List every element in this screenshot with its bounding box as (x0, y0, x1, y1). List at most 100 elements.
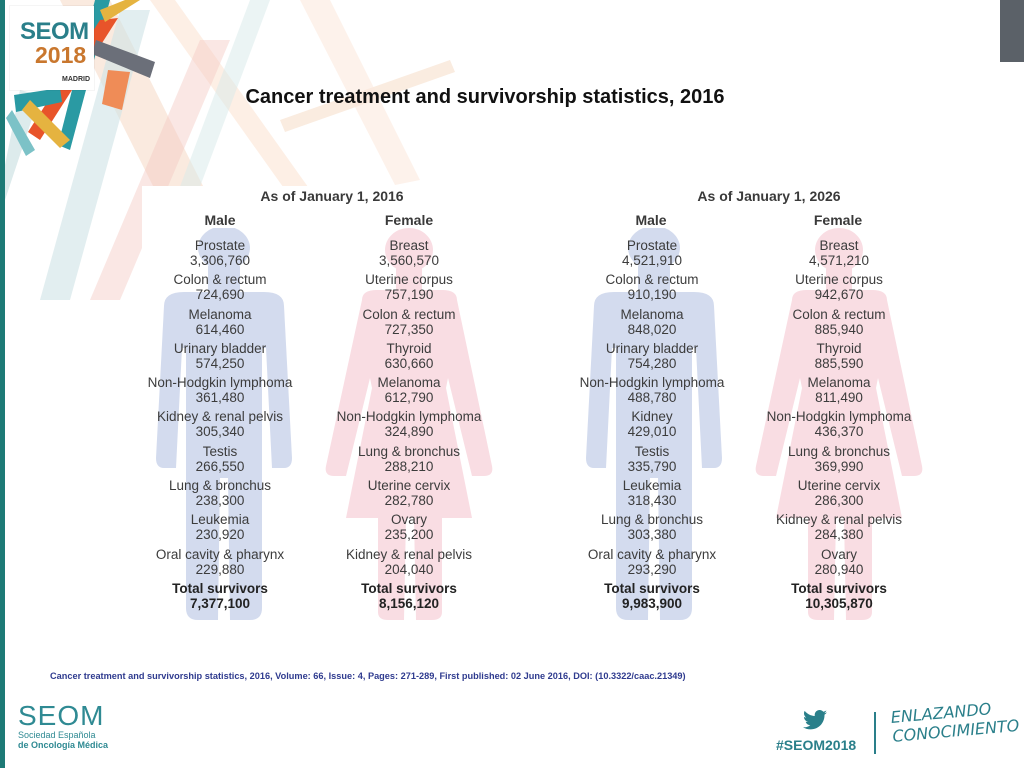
panel-2026-female-heading: Female (813, 212, 863, 228)
cancer-site-name: Lung & bronchus (600, 512, 704, 528)
list-item: Lung & bronchus 238,300 (130, 478, 310, 512)
cancer-site-name: Ovary (390, 512, 427, 528)
survivor-count: 369,990 (814, 458, 864, 474)
survivor-count: 318,430 (627, 493, 677, 509)
cancer-site-name: Uterine corpus (365, 272, 453, 288)
survivor-count: 885,940 (814, 321, 864, 337)
survivor-count: 229,880 (195, 561, 245, 577)
survivor-count: 266,550 (195, 458, 245, 474)
survivor-count: 4,521,910 (621, 253, 683, 268)
male-silhouette-2016 (144, 228, 304, 624)
total-survivors: Total survivors 9,983,900 (562, 581, 742, 615)
survivorship-infographic: As of January 1, 2016 As of January 1, 2… (142, 186, 968, 626)
survivor-count: 280,940 (814, 561, 864, 577)
survivor-count: 3,560,570 (378, 253, 440, 268)
slogan: ENLAZANDO CONOCIMIENTO (890, 697, 1020, 746)
seom-2018-logo: SEOM 2018 MADRID (10, 6, 94, 90)
list-item: Lung & bronchus 303,380 (562, 512, 742, 546)
panel-2026-heading: As of January 1, 2026 (697, 188, 841, 204)
list-item: Colon & rectum 727,350 (319, 307, 499, 341)
cancer-site-name: Breast (389, 238, 429, 253)
list-item: Melanoma 612,790 (319, 375, 499, 409)
list-item: Oral cavity & pharynx 293,290 (562, 547, 742, 581)
seom-subtitle-line2: de Oncología Médica (18, 740, 109, 750)
list-item: Lung & bronchus 288,210 (319, 444, 499, 478)
cancer-site-name: Lung & bronchus (168, 478, 272, 494)
survivor-count: 614,460 (195, 321, 245, 337)
cancer-site-name: Kidney & renal pelvis (775, 512, 903, 528)
list-item: Kidney 429,010 (562, 409, 742, 443)
cancer-site-name: Leukemia (190, 512, 250, 528)
list-item: Oral cavity & pharynx 229,880 (130, 547, 310, 581)
cancer-site-name: Non-Hodgkin lymphoma (579, 375, 725, 391)
cancer-site-name: Ovary (820, 546, 857, 562)
list-item: Testis 266,550 (130, 444, 310, 478)
seom-subtitle-line1: Sociedad Española (18, 730, 96, 740)
list-item: Colon & rectum 885,940 (749, 307, 929, 341)
survivor-count: 885,590 (814, 355, 864, 371)
cancer-site-name: Thyroid (816, 340, 862, 356)
total-survivors: Total survivors 7,377,100 (130, 581, 310, 615)
total-label: Total survivors (604, 580, 700, 596)
cancer-site-name: Melanoma (620, 306, 684, 322)
cancer-site-name: Prostate (626, 238, 678, 253)
list-2026-female: Breast 4,571,210 Uterine corpus 942,670 Colo… (749, 238, 929, 615)
list-item: Non-Hodgkin lymphoma 488,780 (562, 375, 742, 409)
cancer-site-name: Testis (634, 443, 670, 459)
survivor-count: 230,920 (195, 527, 245, 543)
list-item: Colon & rectum 910,190 (562, 272, 742, 306)
survivor-count: 612,790 (384, 390, 434, 406)
survivor-count: 754,280 (627, 355, 677, 371)
logo-brand: SEOM (20, 18, 89, 45)
cancer-site-name: Non-Hodgkin lymphoma (766, 409, 912, 425)
total-survivors: Total survivors 8,156,120 (319, 581, 499, 615)
cancer-site-name: Lung & bronchus (357, 443, 461, 459)
survivor-count: 574,250 (195, 355, 245, 371)
total-label: Total survivors (172, 580, 268, 596)
total-label: Total survivors (791, 580, 887, 596)
list-item: Leukemia 318,430 (562, 478, 742, 512)
list-item: Lung & bronchus 369,990 (749, 444, 929, 478)
list-item: Kidney & renal pelvis 204,040 (319, 547, 499, 581)
survivor-count: 811,490 (815, 390, 863, 406)
list-item: Prostate 4,521,910 (562, 238, 742, 272)
list-item: Leukemia 230,920 (130, 512, 310, 546)
cancer-site-name: Leukemia (622, 478, 682, 494)
list-item: Kidney & renal pelvis 284,380 (749, 512, 929, 546)
list-item: Prostate 3,306,760 (130, 238, 310, 272)
survivor-count: 284,380 (814, 527, 864, 543)
hashtag-link[interactable]: #SEOM2018 (776, 737, 857, 753)
cancer-site-name: Urinary bladder (605, 340, 699, 356)
list-item: Ovary 235,200 (319, 512, 499, 546)
cancer-site-name: Colon & rectum (173, 272, 267, 288)
list-2016-female: Breast 3,560,570 Uterine corpus 757,190 Colo… (319, 238, 499, 615)
cancer-site-name: Non-Hodgkin lymphoma (336, 409, 482, 425)
seom-footer-logo: SEOM Sociedad Española de Oncología Médi… (18, 702, 109, 751)
list-item: Kidney & renal pelvis 305,340 (130, 409, 310, 443)
survivor-count: 305,340 (195, 424, 245, 440)
slide-title: Cancer treatment and survivorship statis… (245, 86, 725, 108)
list-item: Breast 3,560,570 (319, 238, 499, 272)
survivor-count: 324,890 (384, 424, 434, 440)
cancer-site-name: Uterine cervix (367, 478, 451, 494)
cancer-site-name: Testis (202, 443, 238, 459)
list-item: Melanoma 848,020 (562, 307, 742, 341)
list-item: Non-Hodgkin lymphoma 436,370 (749, 409, 929, 443)
twitter-icon[interactable] (803, 710, 827, 730)
cancer-site-name: Prostate (194, 238, 246, 253)
survivor-count: 429,010 (627, 424, 677, 440)
survivor-count: 335,790 (627, 458, 677, 474)
logo-year: 2018 (35, 42, 87, 68)
list-2016-male: Prostate 3,306,760 Colon & rectum 724,690 Me… (130, 238, 310, 615)
cancer-site-name: Colon & rectum (792, 306, 886, 322)
cancer-site-name: Melanoma (188, 306, 252, 322)
cancer-site-name: Uterine cervix (797, 478, 881, 494)
survivor-count: 757,190 (384, 287, 434, 303)
list-item: Uterine cervix 286,300 (749, 478, 929, 512)
survivor-count: 4,571,210 (808, 253, 870, 268)
list-item: Melanoma 614,460 (130, 307, 310, 341)
list-item: Urinary bladder 574,250 (130, 341, 310, 375)
panel-2016-male-heading: Male (204, 212, 236, 228)
cancer-site-name: Kidney & renal pelvis (156, 409, 284, 425)
